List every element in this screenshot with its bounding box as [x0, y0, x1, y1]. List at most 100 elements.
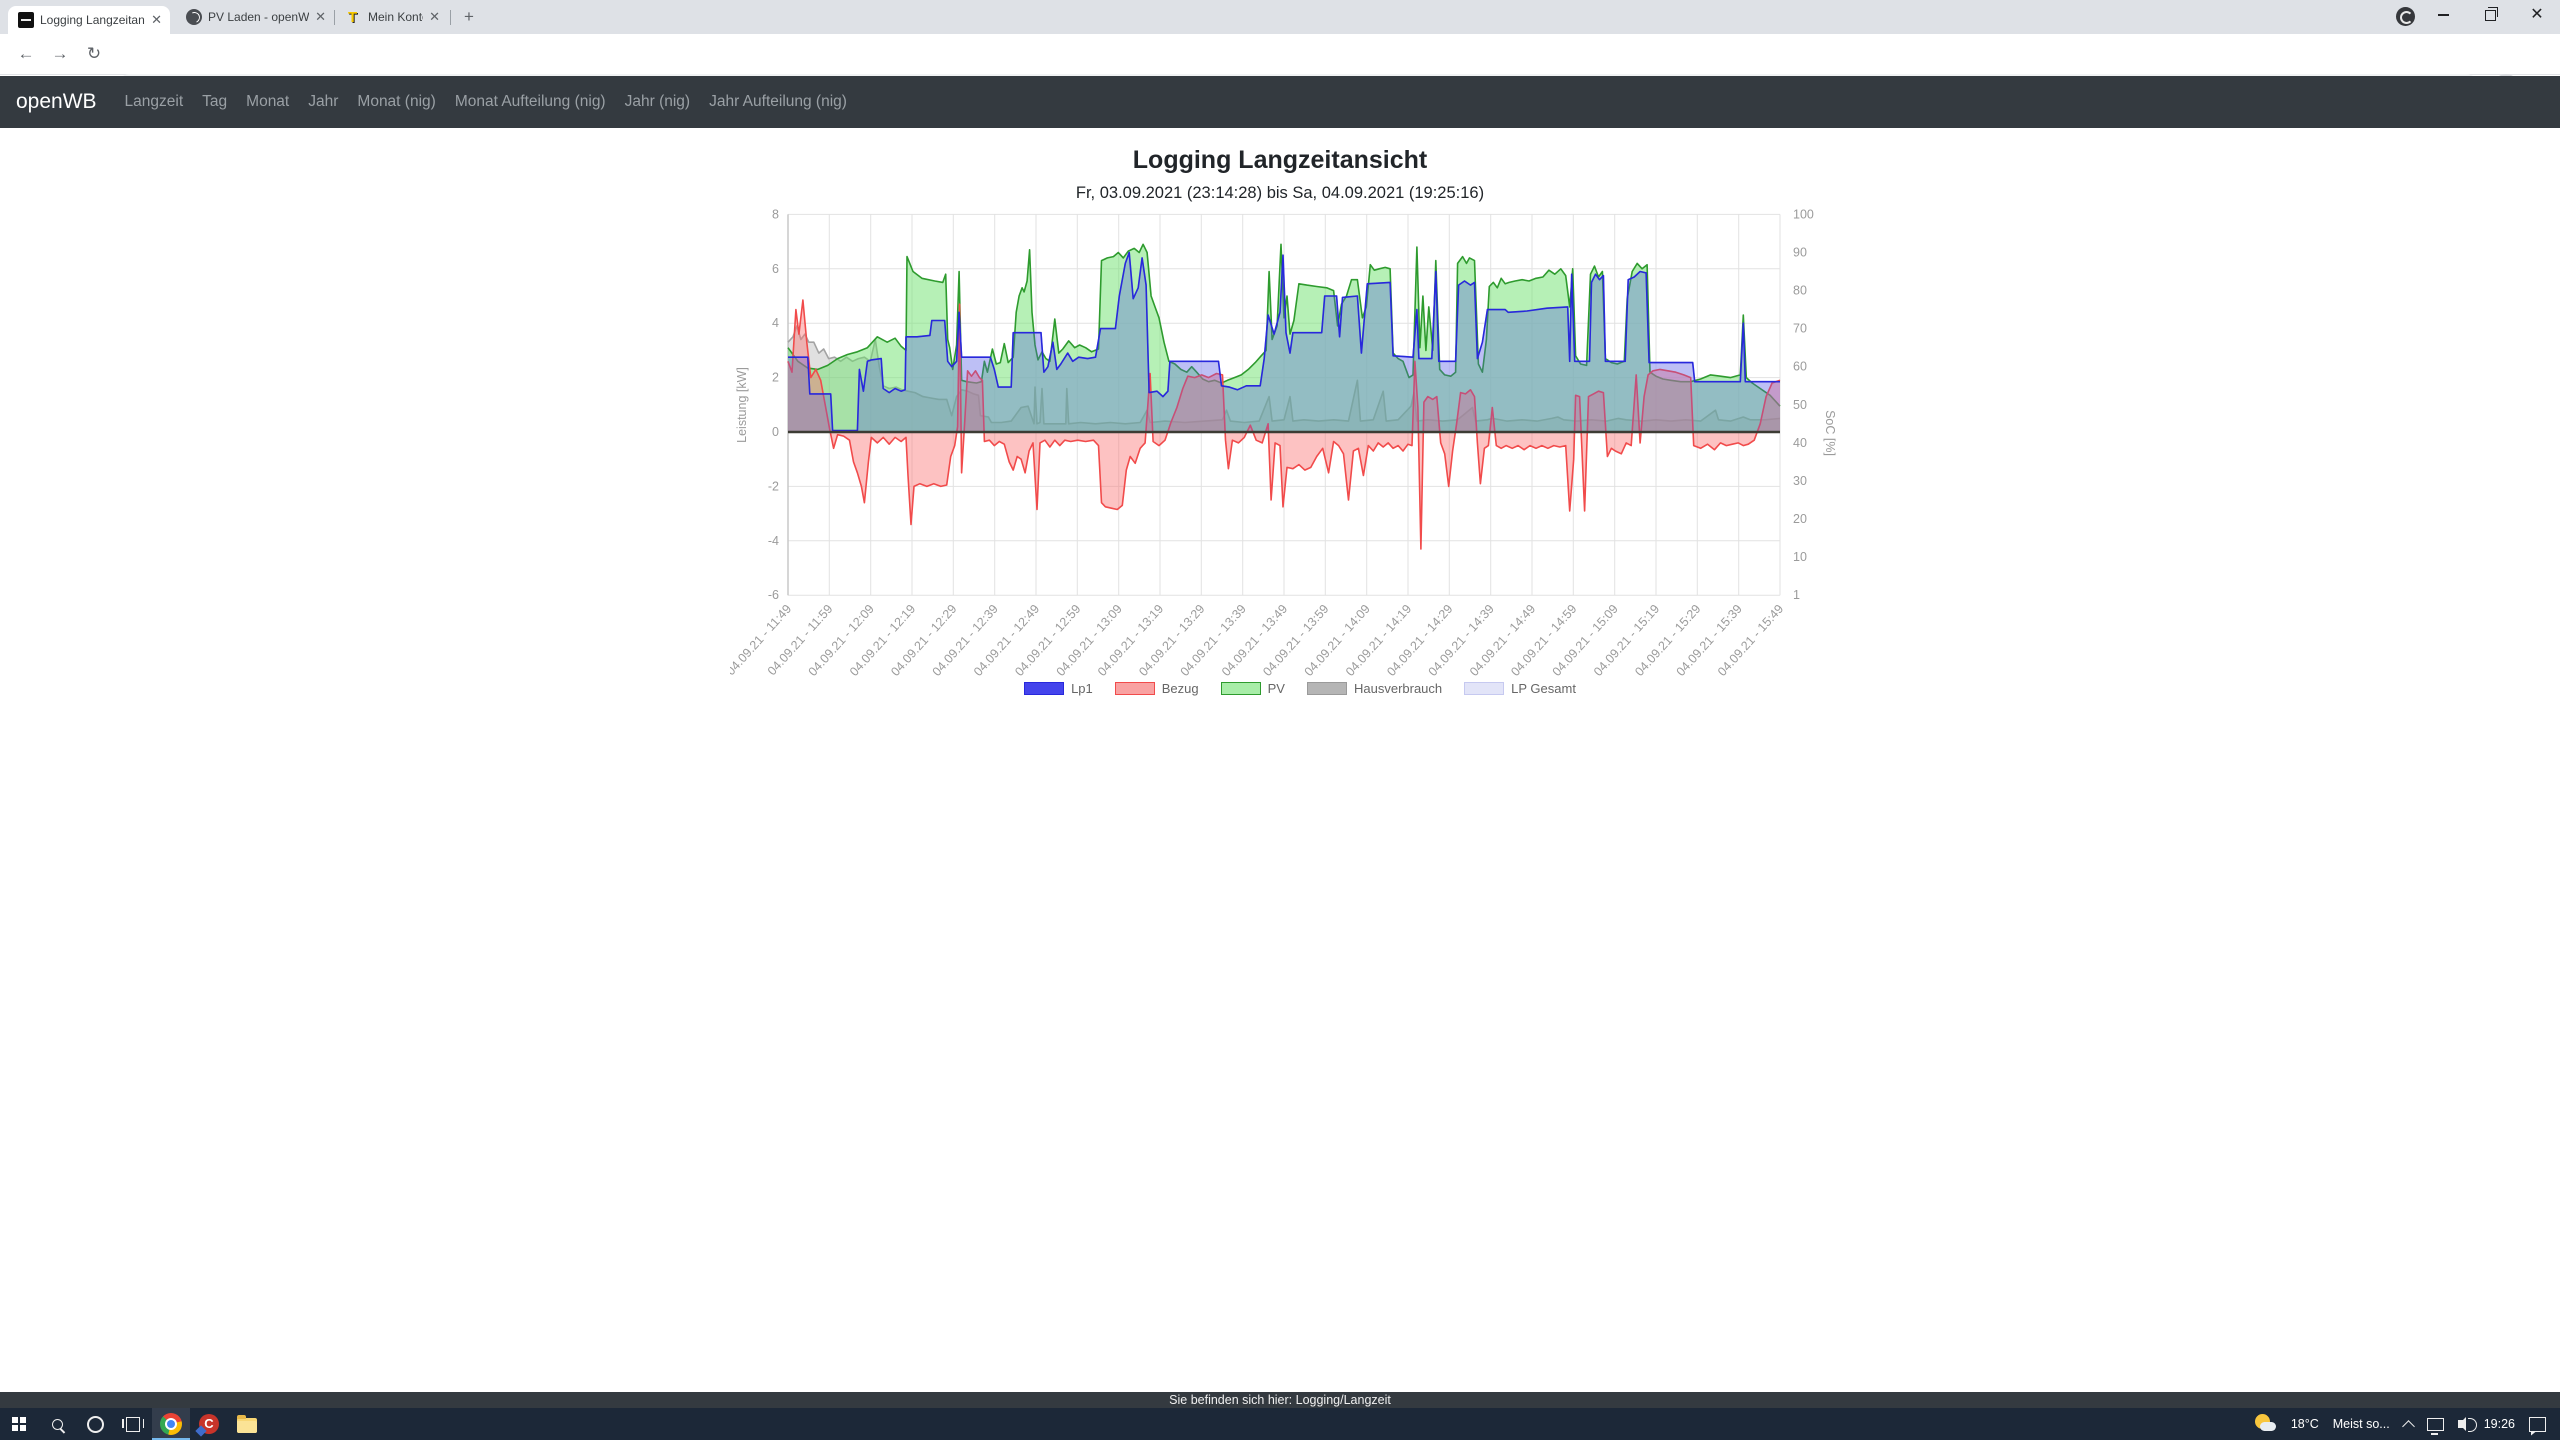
reload-button[interactable]: ↻: [86, 44, 102, 63]
nav-item-jahr[interactable]: Jahr: [308, 93, 339, 110]
right-axis-tick: 30: [1793, 474, 1807, 488]
series-area-lp1: [788, 252, 1780, 432]
window-minimize-button[interactable]: [2423, 0, 2463, 30]
right-axis-tick: 100: [1793, 207, 1814, 221]
new-tab-button[interactable]: +: [464, 7, 474, 26]
logging-chart[interactable]: 8 6 4 2 0 -2 -4 -6 04.09.21 - 11:49 04.09.21 - 11…: [724, 203, 1870, 718]
left-axis-tick: 6: [772, 262, 779, 276]
page-title: Logging Langzeitansicht: [1132, 146, 1428, 174]
nav-item-jahr-nig[interactable]: Jahr (nig): [624, 93, 691, 110]
legend-item-lp-gesamt[interactable]: LP Gesamt: [1464, 681, 1576, 696]
task-view-button[interactable]: [114, 1408, 152, 1440]
taskbar-clock[interactable]: 19:26: [2483, 1417, 2515, 1431]
right-axis-tick: 80: [1793, 284, 1807, 298]
action-center-icon[interactable]: [2529, 1416, 2546, 1432]
chart-legend: Lp1 Bezug PV Hausverbrauch LP Gesamt: [730, 681, 1870, 696]
weather-icon[interactable]: [2254, 1414, 2277, 1434]
legend-item-bezug[interactable]: Bezug: [1114, 681, 1199, 696]
restore-icon: [2484, 6, 2498, 21]
cortana-icon: [86, 1415, 104, 1433]
nav-item-monat-aufteilung-nig[interactable]: Monat Aufteilung (nig): [454, 93, 606, 110]
window-close-button[interactable]: ✕: [2517, 0, 2557, 30]
file-explorer-icon: [237, 1415, 257, 1433]
nav-item-langzeit[interactable]: Langzeit: [124, 93, 184, 110]
window-restore-button[interactable]: [2470, 0, 2510, 30]
tab-divider: [450, 10, 451, 25]
system-tray: 18°C Meist so... 19:26: [2254, 1414, 2560, 1435]
legend-label: PV: [1267, 681, 1285, 696]
weather-temperature[interactable]: 18°C: [2290, 1417, 2319, 1431]
legend-swatch: [1464, 682, 1505, 695]
tab-close-icon[interactable]: ✕: [429, 9, 440, 24]
taskbar-ccleaner-button[interactable]: C: [190, 1408, 228, 1440]
tab-title: PV Laden - openWB Forum: [208, 10, 310, 24]
openwb-brand[interactable]: openWB: [16, 90, 97, 113]
tab-pv-laden-forum[interactable]: PV Laden - openWB Forum ✕: [176, 0, 334, 34]
series-area-pv: [788, 244, 1780, 432]
tab-title: Mein Konto | Teamsportbedarf.de: [368, 10, 423, 24]
start-button[interactable]: [0, 1408, 38, 1440]
windows-logo-icon: [12, 1417, 26, 1431]
nav-item-jahr-aufteilung-nig[interactable]: Jahr Aufteilung (nig): [709, 93, 847, 110]
series-line-lp1: [788, 251, 1780, 432]
left-axis-tick: -2: [768, 479, 779, 493]
legend-swatch: [1220, 682, 1261, 695]
tab-close-icon[interactable]: ✕: [151, 12, 162, 27]
right-axis-tick: 60: [1793, 360, 1807, 374]
legend-swatch: [1024, 682, 1065, 695]
left-axis-tick: 0: [772, 425, 779, 439]
taskbar-explorer-button[interactable]: [228, 1408, 266, 1440]
right-axis-tick: 10: [1793, 550, 1807, 564]
right-axis-tick: 20: [1793, 512, 1807, 526]
tab-title: Logging Langzeitansicht: [40, 13, 145, 27]
breadcrumb: Sie befinden sich hier: Logging/Langzeit: [0, 1392, 2560, 1408]
back-button[interactable]: ←: [17, 44, 35, 63]
right-axis-tick: 1: [1793, 588, 1800, 602]
chrome-icon: [160, 1413, 182, 1435]
right-axis-tick: 70: [1793, 322, 1807, 336]
taskbar-chrome-button[interactable]: [152, 1408, 190, 1440]
tab-logging-langzeitansicht[interactable]: Logging Langzeitansicht ✕: [8, 6, 170, 34]
nav-item-tag[interactable]: Tag: [202, 93, 228, 110]
openwb-favicon-icon: [18, 12, 34, 28]
tab-mein-konto[interactable]: Mein Konto | Teamsportbedarf.de ✕: [336, 0, 448, 34]
openwb-navbar: openWB Langzeit Tag Monat Jahr Monat (nig) Mo…: [0, 76, 2560, 128]
left-axis-tick: -6: [768, 588, 779, 602]
taskbar-search-button[interactable]: [38, 1408, 76, 1440]
right-axis-label: SoC [%]: [1823, 410, 1837, 456]
weather-condition[interactable]: Meist so...: [2332, 1417, 2390, 1431]
page-subtitle: Fr, 03.09.2021 (23:14:28) bis Sa, 04.09.…: [1075, 184, 1485, 202]
browser-toolbar: ← → ↻ ⚠ Nicht sicher 192.168.178.127/ope…: [0, 34, 2560, 102]
minimize-icon: [2437, 14, 2449, 16]
browser-tab-strip: Logging Langzeitansicht ✕ PV Laden - ope…: [0, 0, 2560, 34]
legend-item-hausverbrauch[interactable]: Hausverbrauch: [1306, 681, 1442, 696]
left-axis-tick: 4: [772, 316, 779, 330]
legend-item-pv[interactable]: PV: [1220, 681, 1285, 696]
nav-item-monat-nig[interactable]: Monat (nig): [357, 93, 436, 110]
network-icon[interactable]: [2426, 1417, 2444, 1435]
series-line-bezug: [787, 299, 1781, 550]
tab-close-icon[interactable]: ✕: [315, 9, 326, 24]
speaker-icon[interactable]: [2457, 1417, 2477, 1432]
search-icon: [51, 1418, 63, 1430]
legend-item-lp1[interactable]: Lp1: [1024, 681, 1093, 696]
tray-expand-chevron-icon[interactable]: [2401, 1419, 2415, 1433]
right-axis-tick: 40: [1793, 436, 1807, 450]
browser-profile-badge-icon[interactable]: [2396, 7, 2415, 26]
close-icon: ✕: [2530, 6, 2544, 23]
left-axis-tick: 8: [772, 207, 779, 221]
tab-divider: [334, 10, 335, 25]
cortana-button[interactable]: [76, 1408, 114, 1440]
right-axis-tick: 50: [1793, 398, 1807, 412]
openwb-menu: Langzeit Tag Monat Jahr Monat (nig) Monat Auf…: [125, 93, 847, 111]
left-axis-tick: 2: [772, 371, 779, 385]
nav-item-monat[interactable]: Monat: [246, 93, 290, 110]
legend-swatch: [1114, 682, 1155, 695]
legend-label: LP Gesamt: [1511, 681, 1576, 696]
windows-taskbar: C 18°C Meist so... 19:26: [0, 1408, 2560, 1440]
left-axis-label: Leistung [kW]: [735, 367, 749, 443]
legend-label: Lp1: [1071, 681, 1093, 696]
forward-button[interactable]: →: [51, 44, 69, 63]
